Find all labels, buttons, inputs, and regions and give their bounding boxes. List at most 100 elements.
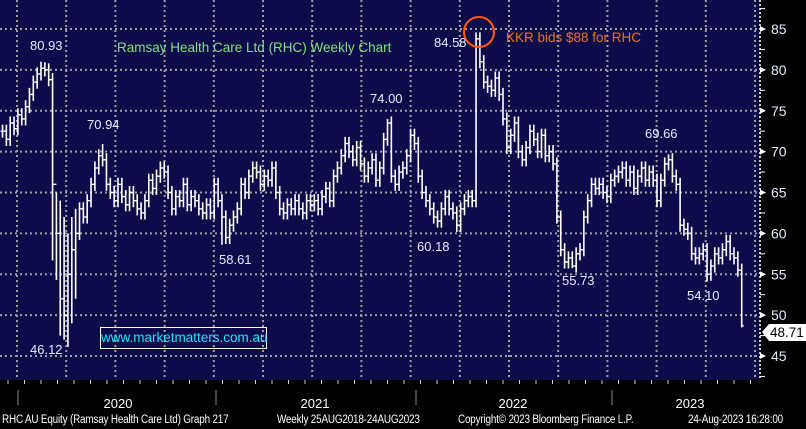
price-bar	[239, 177, 244, 216]
price-bar	[227, 218, 232, 245]
price-bar	[316, 194, 321, 216]
price-bar	[474, 32, 479, 208]
y-tick-label: 60	[771, 225, 787, 241]
y-tick-marker	[760, 189, 766, 196]
price-bar	[27, 87, 32, 114]
price-bar	[335, 161, 340, 183]
y-tick-label: 80	[771, 62, 787, 78]
price-bar	[112, 185, 117, 208]
price-bar	[489, 79, 494, 97]
price-bar	[323, 181, 328, 204]
price-bar	[431, 202, 436, 224]
price-bar	[15, 108, 20, 136]
footer-range: Weekly 25AUG2018-24AUG2023	[277, 414, 420, 426]
extreme-label: 69.66	[645, 126, 678, 141]
price-bar	[416, 136, 421, 183]
price-bar	[612, 169, 617, 187]
x-tick-label: 2022	[499, 396, 528, 411]
price-bar	[574, 247, 579, 273]
price-bar	[508, 128, 513, 155]
price-bar	[58, 200, 63, 336]
price-bar	[285, 198, 290, 220]
price-bar	[250, 161, 255, 183]
price-bar	[373, 153, 378, 187]
price-bar	[716, 247, 721, 265]
y-tick-marker	[760, 230, 766, 237]
price-bar	[158, 161, 163, 183]
price-bar	[404, 149, 409, 175]
price-bar	[443, 190, 448, 216]
price-bar	[651, 165, 656, 187]
price-bar	[189, 190, 194, 212]
price-bar	[185, 177, 190, 212]
price-bar	[601, 177, 606, 200]
price-bar	[662, 157, 667, 187]
extreme-label: 74.00	[370, 91, 403, 106]
price-bar	[435, 210, 440, 228]
price-bar	[501, 87, 505, 126]
price-bar	[135, 194, 140, 216]
price-bar	[219, 194, 224, 245]
price-bar	[516, 116, 521, 159]
price-bar	[181, 177, 186, 208]
price-bar	[331, 169, 336, 208]
price-bar	[304, 194, 309, 220]
price-bar	[50, 73, 55, 261]
price-bar	[92, 161, 97, 191]
price-bar	[246, 169, 251, 200]
price-bar	[554, 157, 559, 224]
price-bar	[724, 235, 729, 257]
y-tick-marker	[760, 353, 766, 359]
price-bar	[400, 161, 405, 179]
price-bar	[708, 259, 713, 281]
price-bar	[512, 116, 517, 142]
price-bar	[200, 202, 205, 220]
price-bar	[131, 185, 136, 208]
price-bar	[65, 233, 70, 347]
price-bar	[420, 169, 425, 200]
price-chart: 45 50 55 60 65 70 75 80 85 2020 2021 2022 2023 80.9…	[0, 0, 806, 412]
price-bar	[296, 194, 301, 216]
price-bar	[116, 177, 120, 208]
price-bar	[23, 100, 28, 126]
price-bar	[77, 202, 82, 240]
price-bar	[235, 202, 240, 224]
footer-timestamp: 24-Aug-2023 16:28:00	[688, 414, 784, 426]
price-bar	[293, 194, 298, 216]
price-bar	[485, 75, 490, 93]
price-bars	[0, 32, 744, 347]
price-bar	[616, 165, 621, 183]
watermark-website: www.marketmatters.com.au	[100, 327, 268, 349]
price-bar	[728, 235, 733, 261]
y-tick-label: 50	[771, 307, 787, 323]
price-bar	[447, 190, 452, 216]
price-bar	[354, 140, 359, 167]
kkr-annotation: KKR bids $88 for RHC	[506, 30, 641, 45]
price-bar	[454, 206, 459, 232]
price-bar	[177, 190, 182, 208]
extreme-label: 55.73	[562, 273, 595, 288]
price-bar	[539, 128, 544, 159]
price-bar	[281, 202, 286, 220]
price-bar	[547, 145, 552, 163]
price-bar	[19, 108, 24, 126]
price-bar	[674, 169, 679, 191]
price-bar	[470, 190, 475, 208]
price-bar	[85, 194, 90, 224]
price-bar	[108, 177, 113, 200]
price-bar	[358, 140, 363, 171]
y-tick-label: 75	[771, 103, 787, 119]
price-bar	[735, 251, 740, 277]
price-bar	[712, 247, 717, 273]
price-bar	[520, 145, 525, 167]
y-tick-label: 65	[771, 185, 787, 201]
price-bar	[481, 55, 486, 89]
price-bar	[169, 185, 174, 216]
price-bar	[196, 194, 201, 216]
x-axis-band	[0, 380, 806, 412]
price-bar	[689, 226, 694, 261]
price-bar	[312, 194, 317, 212]
price-bar	[589, 177, 594, 208]
price-bar	[139, 202, 144, 220]
price-bar	[658, 173, 663, 208]
